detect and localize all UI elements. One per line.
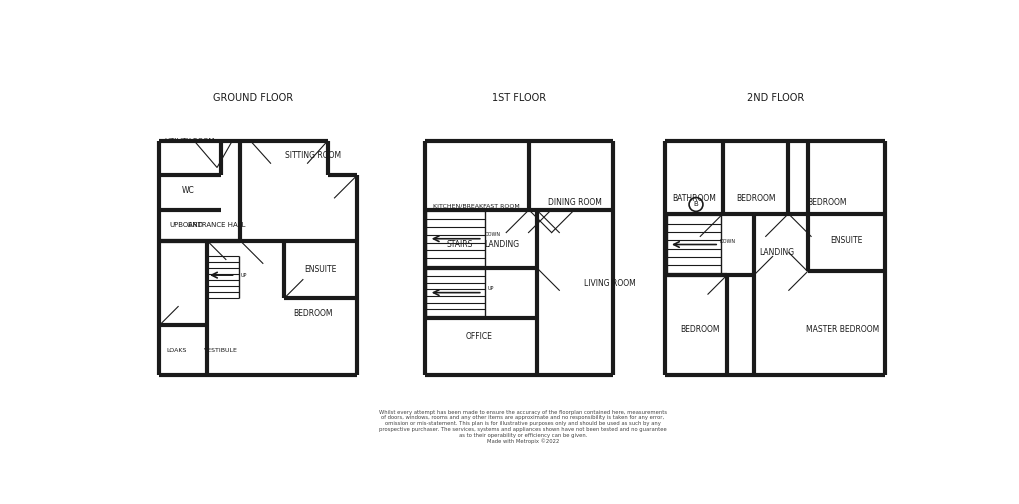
Text: VESTIBULE: VESTIBULE [204,348,237,353]
Text: LOAKS: LOAKS [166,348,186,353]
Text: UP: UP [487,286,494,291]
Text: UTILITY ROOM: UTILITY ROOM [165,138,215,144]
Text: OFFICE: OFFICE [465,333,492,341]
Text: MASTER BEDROOM: MASTER BEDROOM [805,325,878,334]
Text: Whilst every attempt has been made to ensure the accuracy of the floorplan conta: Whilst every attempt has been made to en… [378,410,666,445]
Text: 1ST FLOOR: 1ST FLOOR [491,93,545,103]
Text: ENTRANCE HALL: ENTRANCE HALL [189,222,246,228]
Text: DOWN: DOWN [718,239,735,244]
Text: BEDROOM: BEDROOM [293,309,333,319]
Text: LIVING ROOM: LIVING ROOM [583,279,635,287]
Text: LANDING: LANDING [758,247,794,257]
Text: UP: UP [240,273,247,278]
Text: DINING ROOM: DINING ROOM [547,198,601,207]
Text: WC: WC [182,186,195,195]
Text: DOWN: DOWN [484,232,500,237]
Text: LANDING: LANDING [484,240,519,249]
Text: KITCHEN/BREAKFAST ROOM: KITCHEN/BREAKFAST ROOM [433,204,520,209]
Text: STAIRS: STAIRS [446,240,473,249]
Text: GROUND FLOOR: GROUND FLOOR [213,93,293,103]
Text: ENSUITE: ENSUITE [304,266,336,274]
Text: SITTING ROOM: SITTING ROOM [285,152,341,160]
Text: BEDROOM: BEDROOM [736,194,775,203]
Text: B: B [693,202,698,208]
Text: BEDROOM: BEDROOM [680,325,718,334]
Text: BEDROOM: BEDROOM [806,198,846,207]
Text: 2ND FLOOR: 2ND FLOOR [746,93,803,103]
Text: UPBOARD: UPBOARD [169,222,203,228]
Text: ENSUITE: ENSUITE [829,236,861,245]
Text: BATHROOM: BATHROOM [672,194,715,203]
